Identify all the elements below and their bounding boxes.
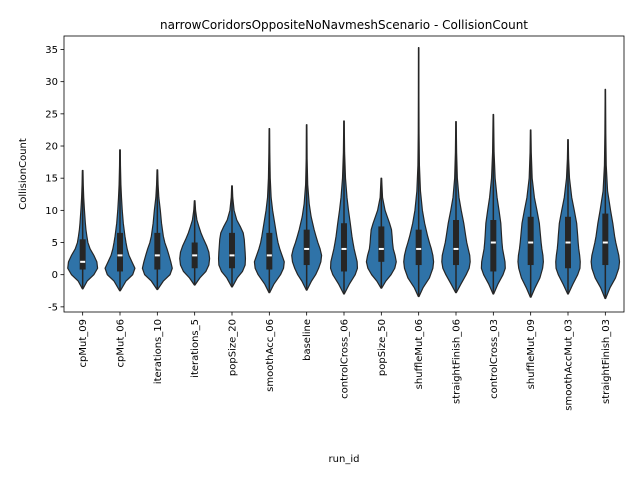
y-tick-label: -5 (48, 302, 58, 313)
violin-iqr-box (378, 226, 385, 262)
violin-iqr-box (453, 220, 459, 266)
violin-group (403, 46, 435, 298)
x-tick-label: smoothAccMut_03 (564, 319, 575, 411)
violin-group (480, 113, 506, 295)
x-tick-label: popSize_50 (377, 319, 388, 376)
violin-group (141, 169, 173, 291)
x-axis-label: run_id (329, 454, 360, 465)
y-tick-label: 10 (45, 206, 58, 217)
violin-iqr-box (602, 213, 609, 266)
violin-group (104, 149, 136, 292)
y-tick-label: 30 (45, 77, 58, 88)
y-tick-label: 5 (52, 238, 58, 249)
chart-title: narrowCoridorsOppositeNoNavmeshScenario … (160, 18, 528, 32)
violin-group (590, 88, 621, 300)
violin-iqr-box (341, 223, 347, 272)
violin-iqr-box (490, 220, 497, 272)
y-tick-label: 15 (45, 174, 58, 185)
violin-group (291, 124, 323, 291)
violin-group (253, 128, 285, 294)
x-axis: cpMut_09 cpMut_06 iterations_10 iterations_… (78, 312, 612, 411)
violin-iqr-box (415, 229, 422, 266)
x-tick-label: straightFinish_06 (452, 319, 463, 404)
violin-group (179, 200, 211, 286)
x-tick-label: controlCross_06 (340, 319, 351, 399)
violin-iqr-box (117, 232, 123, 272)
x-tick-label: straightFinish_03 (601, 319, 612, 404)
x-tick-label: smoothAcc_06 (265, 319, 276, 392)
y-tick-label: 25 (45, 109, 58, 120)
y-tick-label: 0 (52, 270, 58, 281)
x-tick-label: iterations_10 (153, 319, 164, 384)
violin-group (441, 120, 471, 294)
violin-iqr-box (229, 232, 235, 269)
violin-iqr-box (303, 229, 310, 266)
x-tick-label: cpMut_09 (78, 319, 89, 367)
violin-iqr-box (266, 232, 273, 270)
x-tick-label: shuffleMut_06 (414, 319, 425, 389)
violin-group (329, 120, 359, 295)
x-tick-label: shuffleMut_09 (526, 319, 537, 389)
violin-iqr-box (154, 232, 161, 270)
y-tick-label: 20 (45, 142, 58, 153)
y-axis-label: CollisionCount (18, 138, 29, 210)
violin-group (217, 185, 247, 288)
x-tick-label: cpMut_06 (116, 319, 127, 367)
y-tick-label: 35 (45, 45, 58, 56)
violin-group (365, 177, 397, 289)
violin-iqr-box (527, 216, 534, 266)
violin-iqr-box (79, 239, 86, 270)
x-tick-label: baseline (302, 319, 313, 361)
y-axis: -5 0 5 10 15 20 25 30 35 (45, 45, 64, 313)
x-tick-label: iterations_5 (190, 319, 201, 378)
plot-marks (67, 46, 621, 300)
violin-group (67, 169, 99, 290)
x-tick-label: controlCross_03 (489, 319, 500, 399)
x-tick-label: popSize_20 (228, 319, 239, 376)
violin-group (517, 129, 544, 298)
violin-group (555, 138, 581, 295)
